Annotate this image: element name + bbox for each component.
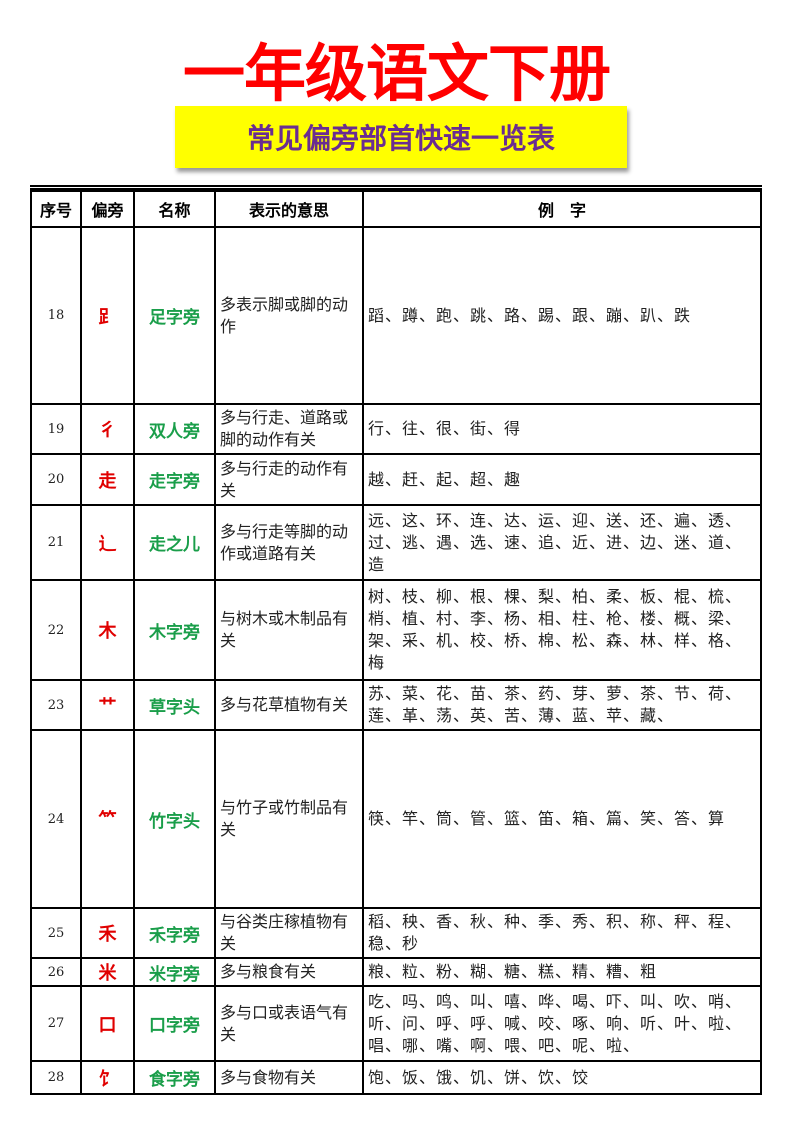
header-radical: 偏旁: [80, 190, 135, 228]
radicals-table: 序号 偏旁 名称 表示的意思 例 字 18 ⻊足字旁 多表示脚或脚的动作 蹈、蹲、跑、…: [30, 185, 762, 1095]
radical-name: 足字旁: [133, 226, 216, 405]
radical: 木: [80, 579, 135, 681]
radical-name: 双人旁: [133, 403, 216, 455]
row-number: 19: [30, 403, 82, 455]
meaning: 多与行走等脚的动作或道路有关: [214, 504, 364, 581]
table-row: 23 艹草字头 多与花草植物有关 苏、菜、花、苗、茶、药、芽、萝、茶、节、荷、莲、革、…: [30, 679, 762, 731]
radical: 米: [80, 957, 135, 987]
meaning: 多与行走的动作有关: [214, 453, 364, 506]
row-number: 25: [30, 907, 82, 959]
radical: ⻊: [80, 226, 135, 405]
example-characters: 远、这、环、连、达、运、迎、送、还、遍、透、过、逃、遇、选、速、追、近、进、边、…: [362, 504, 762, 581]
radical-name: 禾字旁: [133, 907, 216, 959]
radical-name: 木字旁: [133, 579, 216, 681]
meaning: 多与粮食有关: [214, 957, 364, 987]
example-characters: 粮、粒、粉、糊、糖、糕、精、糟、粗: [362, 957, 762, 987]
header-name: 名称: [133, 190, 216, 228]
table-row: 19 彳双人旁 多与行走、道路或脚的动作有关 行、往、很、街、得: [30, 403, 762, 455]
table-row: 25 禾禾字旁 与谷类庄稼植物有关 稻、秧、香、秋、种、季、秀、积、称、秤、程、稳、秒: [30, 907, 762, 959]
radical: 禾: [80, 907, 135, 959]
table-row: 26 米米字旁 多与粮食有关 粮、粒、粉、糊、糖、糕、精、糟、粗: [30, 957, 762, 987]
meaning: 多与花草植物有关: [214, 679, 364, 731]
table-row: 22 木木字旁 与树木或木制品有关 树、枝、柳、根、棵、梨、柏、柔、板、棍、梳、梢、植…: [30, 579, 762, 681]
radical: 口: [80, 985, 135, 1062]
radical-name: 米字旁: [133, 957, 216, 987]
meaning: 与竹子或竹制品有关: [214, 729, 364, 909]
radical-name: 走之儿: [133, 504, 216, 581]
radical-name: 口字旁: [133, 985, 216, 1062]
example-characters: 行、往、很、街、得: [362, 403, 762, 455]
radical: 彳: [80, 403, 135, 455]
subtitle-banner: 常见偏旁部首快速一览表: [175, 106, 627, 168]
meaning: 与谷类庄稼植物有关: [214, 907, 364, 959]
radical: ⺮: [80, 729, 135, 909]
page-title: 一年级语文下册: [182, 37, 611, 110]
radical-name: 竹字头: [133, 729, 216, 909]
example-characters: 筷、竿、筒、管、篮、笛、箱、篇、笑、答、算: [362, 729, 762, 909]
table-row: 21 辶走之儿 多与行走等脚的动作或道路有关 远、这、环、连、达、运、迎、送、还、遍、…: [30, 504, 762, 581]
table-row: 27 口口字旁 多与口或表语气有关 吃、吗、鸣、叫、嘻、哗、喝、吓、叫、吹、哨、听、问…: [30, 985, 762, 1062]
row-number: 24: [30, 729, 82, 909]
example-characters: 苏、菜、花、苗、茶、药、芽、萝、茶、节、荷、莲、革、荡、英、苦、薄、蓝、苹、藏、: [362, 679, 762, 731]
example-characters: 越、赶、起、超、趣: [362, 453, 762, 506]
meaning: 多表示脚或脚的动作: [214, 226, 364, 405]
radical-name: 草字头: [133, 679, 216, 731]
radical: 艹: [80, 679, 135, 731]
example-characters: 蹈、蹲、跑、跳、路、踢、跟、蹦、趴、跌: [362, 226, 762, 405]
row-number: 21: [30, 504, 82, 581]
meaning: 与树木或木制品有关: [214, 579, 364, 681]
radical-name: 食字旁: [133, 1060, 216, 1095]
row-number: 28: [30, 1060, 82, 1095]
meaning: 多与行走、道路或脚的动作有关: [214, 403, 364, 455]
row-number: 22: [30, 579, 82, 681]
meaning: 多与食物有关: [214, 1060, 364, 1095]
table-row: 28 饣食字旁 多与食物有关 饱、饭、饿、饥、饼、饮、饺: [30, 1060, 762, 1095]
example-characters: 饱、饭、饿、饥、饼、饮、饺: [362, 1060, 762, 1095]
meaning: 多与口或表语气有关: [214, 985, 364, 1062]
row-number: 23: [30, 679, 82, 731]
row-number: 18: [30, 226, 82, 405]
example-characters: 吃、吗、鸣、叫、嘻、哗、喝、吓、叫、吹、哨、听、问、呼、呼、喊、咬、啄、响、听、…: [362, 985, 762, 1062]
table-row: 20 走走字旁 多与行走的动作有关 越、赶、起、超、趣: [30, 453, 762, 506]
header-meaning: 表示的意思: [214, 190, 364, 228]
radical: 饣: [80, 1060, 135, 1095]
header-examples: 例 字: [362, 190, 762, 228]
subtitle: 常见偏旁部首快速一览表: [246, 122, 555, 155]
example-characters: 稻、秧、香、秋、种、季、秀、积、称、秤、程、稳、秒: [362, 907, 762, 959]
row-number: 20: [30, 453, 82, 506]
radical-name: 走字旁: [133, 453, 216, 506]
table-row: 18 ⻊足字旁 多表示脚或脚的动作 蹈、蹲、跑、跳、路、踢、跟、蹦、趴、跌: [30, 226, 762, 405]
table-header-row: 序号 偏旁 名称 表示的意思 例 字: [30, 190, 762, 228]
radical: 辶: [80, 504, 135, 581]
row-number: 27: [30, 985, 82, 1062]
header-number: 序号: [30, 190, 82, 228]
radical: 走: [80, 453, 135, 506]
example-characters: 树、枝、柳、根、棵、梨、柏、柔、板、棍、梳、梢、植、村、李、杨、相、柱、枪、楼、…: [362, 579, 762, 681]
table-row: 24 ⺮竹字头 与竹子或竹制品有关 筷、竿、筒、管、篮、笛、箱、篇、笑、答、算: [30, 729, 762, 909]
row-number: 26: [30, 957, 82, 987]
